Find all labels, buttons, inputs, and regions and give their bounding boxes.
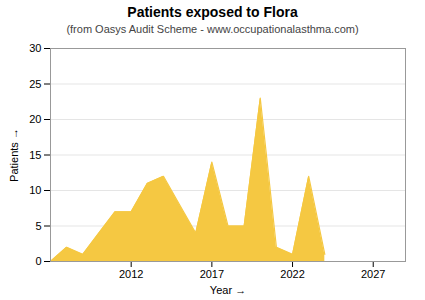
svg-text:25: 25 <box>29 78 41 90</box>
svg-text:Patients →: Patients → <box>8 128 20 182</box>
svg-text:20: 20 <box>29 113 41 125</box>
svg-text:0: 0 <box>35 255 41 267</box>
html-text:(from Oasys Audit Scheme - www: (from Oasys Audit Scheme - www.occupatio… <box>66 23 359 35</box>
svg-text:10: 10 <box>29 184 41 196</box>
svg-text:Year →: Year → <box>210 284 246 296</box>
html-text:Patients exposed to Flora: Patients exposed to Flora <box>127 4 298 20</box>
svg-text:2022: 2022 <box>280 268 304 280</box>
svg-text:2027: 2027 <box>361 268 385 280</box>
svg-text:5: 5 <box>35 220 41 232</box>
svg-text:2017: 2017 <box>200 268 224 280</box>
svg-text:15: 15 <box>29 149 41 161</box>
svg-text:30: 30 <box>29 42 41 54</box>
svg-text:2012: 2012 <box>119 268 143 280</box>
